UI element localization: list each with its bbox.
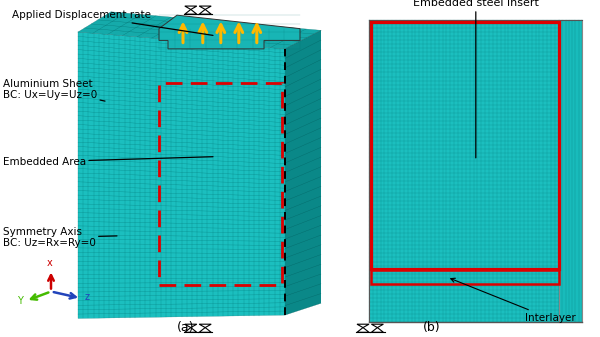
Bar xyxy=(559,20,582,322)
Polygon shape xyxy=(159,15,300,49)
Bar xyxy=(369,20,582,322)
Bar xyxy=(371,22,559,269)
Bar xyxy=(159,83,282,285)
Text: (b): (b) xyxy=(423,321,441,334)
Polygon shape xyxy=(78,32,285,318)
Text: x: x xyxy=(46,258,52,268)
Polygon shape xyxy=(78,12,321,49)
Text: Embedded Area: Embedded Area xyxy=(3,157,213,167)
Text: Embedded steel insert: Embedded steel insert xyxy=(413,0,539,8)
Bar xyxy=(371,270,559,284)
Polygon shape xyxy=(285,30,321,315)
Text: Symmetry Axis
BC: Uz=Rx=Ry=0: Symmetry Axis BC: Uz=Rx=Ry=0 xyxy=(3,227,117,248)
Text: Aluminium Sheet
BC: Ux=Uy=Uz=0: Aluminium Sheet BC: Ux=Uy=Uz=0 xyxy=(3,79,105,101)
Text: Applied Displacement rate: Applied Displacement rate xyxy=(12,10,213,35)
Text: Y: Y xyxy=(17,296,23,306)
Text: (a): (a) xyxy=(177,321,195,334)
Text: Interlayer: Interlayer xyxy=(451,278,576,324)
Text: z: z xyxy=(85,292,89,302)
